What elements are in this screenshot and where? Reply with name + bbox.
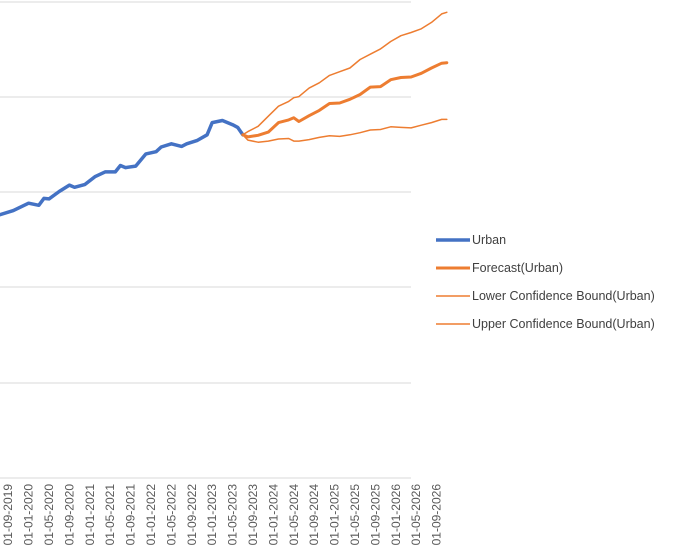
x-tick-label-1: 01-01-2020 — [22, 484, 36, 546]
legend-label-upper-bound: Upper Confidence Bound(Urban) — [472, 317, 655, 331]
x-tick-label-5: 01-05-2021 — [103, 484, 117, 546]
legend-item-urban: Urban — [436, 226, 655, 254]
series-line-forecast-urban — [241, 61, 449, 139]
x-tick-label-9: 01-09-2022 — [185, 484, 199, 546]
series-line-upper-confidence-bound-urban — [242, 11, 448, 136]
x-tick-label-8: 01-05-2022 — [164, 484, 178, 546]
legend-swatch-urban — [436, 238, 470, 242]
series-line-lower-confidence-bound-urban — [242, 118, 448, 143]
x-tick-label-13: 01-01-2024 — [266, 484, 280, 546]
x-tick-label-20: 01-05-2026 — [409, 484, 423, 546]
x-tick-label-0: 01-09-2019 — [1, 484, 15, 546]
x-axis-ticks: 01-09-2019 01-01-2020 01-05-2020 01-09-2020… — [1, 484, 443, 546]
x-tick-label-15: 01-09-2024 — [307, 484, 321, 546]
legend-item-lower-bound: Lower Confidence Bound(Urban) — [436, 282, 655, 310]
x-tick-label-12: 01-09-2023 — [246, 484, 260, 546]
x-tick-label-11: 01-05-2023 — [226, 484, 240, 546]
legend-label-urban: Urban — [472, 233, 507, 247]
gridlines — [0, 1, 411, 384]
x-tick-label-2: 01-05-2020 — [42, 484, 56, 546]
x-tick-label-18: 01-09-2025 — [368, 484, 382, 546]
series-line-urban — [0, 118, 245, 217]
legend-label-forecast: Forecast(Urban) — [472, 261, 563, 275]
x-tick-label-4: 01-01-2021 — [83, 484, 97, 546]
x-tick-label-6: 01-09-2021 — [124, 484, 138, 546]
x-tick-label-21: 01-09-2026 — [430, 484, 444, 546]
x-tick-label-3: 01-09-2020 — [62, 484, 76, 546]
legend: Urban Forecast(Urban) Lower Confidence B… — [436, 226, 655, 338]
legend-swatch-upper-bound — [436, 323, 470, 325]
x-tick-label-17: 01-05-2025 — [348, 484, 362, 546]
legend-item-upper-bound: Upper Confidence Bound(Urban) — [436, 310, 655, 338]
x-tick-label-14: 01-05-2024 — [287, 484, 301, 546]
legend-label-lower-bound: Lower Confidence Bound(Urban) — [472, 289, 655, 303]
x-tick-label-7: 01-01-2022 — [144, 484, 158, 546]
legend-swatch-lower-bound — [436, 295, 470, 297]
legend-swatch-forecast — [436, 266, 470, 270]
x-tick-label-10: 01-01-2023 — [205, 484, 219, 546]
legend-item-forecast: Forecast(Urban) — [436, 254, 655, 282]
series-group — [0, 11, 449, 217]
x-tick-label-16: 01-01-2025 — [328, 484, 342, 546]
x-tick-label-19: 01-01-2026 — [389, 484, 403, 546]
